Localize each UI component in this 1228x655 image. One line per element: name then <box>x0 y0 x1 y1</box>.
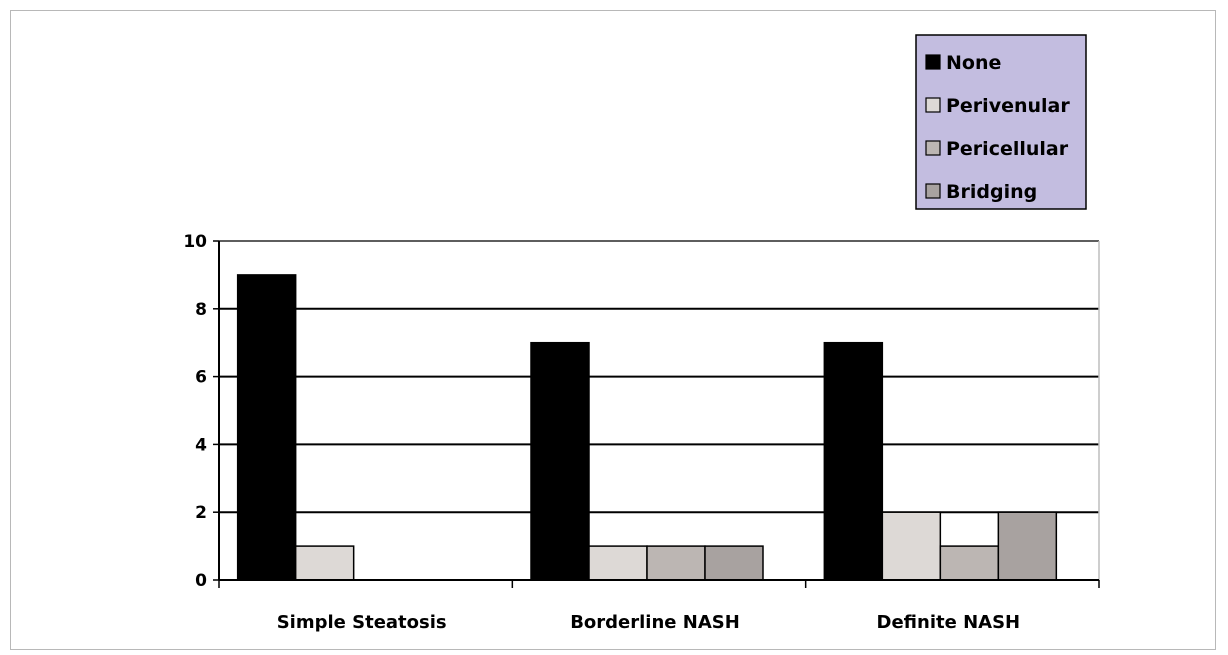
legend-box <box>915 34 1087 210</box>
bar-pericellular-2 <box>939 545 1000 581</box>
legend-label-pericellular: Pericellular <box>946 138 1069 160</box>
bar-perivenular-0 <box>294 545 355 581</box>
bar-chart: 0 2 4 6 8 10 Simple Steatosis Borderline NASH D… <box>183 34 1100 633</box>
y-tick-label: 2 <box>195 503 207 523</box>
chart-frame: 0 2 4 6 8 10 Simple Steatosis Borderline NASH D… <box>10 10 1216 650</box>
x-tick-label: Simple Steatosis <box>277 612 447 633</box>
x-tick-label: Borderline NASH <box>570 612 740 633</box>
y-tick-label: 0 <box>195 571 207 591</box>
bars <box>236 274 1058 581</box>
y-tick-label: 10 <box>183 232 207 252</box>
y-tick-label: 4 <box>195 435 207 455</box>
legend-swatch-perivenular <box>925 97 941 113</box>
gridlines <box>219 240 1099 514</box>
x-tick-label: Definite NASH <box>877 612 1021 633</box>
axes <box>213 240 1100 588</box>
bar-bridging-1 <box>704 545 764 581</box>
bar-none-1 <box>530 341 590 581</box>
y-tick-label: 6 <box>195 368 207 388</box>
bar-none-0 <box>236 274 297 581</box>
y-tick-label: 8 <box>195 300 207 320</box>
bar-bridging-2 <box>997 511 1058 581</box>
legend-swatch-none <box>925 54 941 70</box>
legend-label-none: None <box>946 52 1001 74</box>
legend-swatch-bridging <box>925 183 941 199</box>
x-tick-labels: Simple Steatosis Borderline NASH Definite … <box>277 612 1020 633</box>
y-tick-labels: 0 2 4 6 8 10 <box>183 232 207 591</box>
legend-swatch-pericellular <box>925 140 941 156</box>
legend: None Perivenular Pericellular Bridging <box>915 34 1087 210</box>
bar-perivenular-1 <box>588 545 648 581</box>
legend-label-perivenular: Perivenular <box>946 95 1070 117</box>
bar-none-2 <box>823 341 884 581</box>
bar-pericellular-1 <box>646 545 706 581</box>
bar-perivenular-2 <box>881 511 942 581</box>
legend-label-bridging: Bridging <box>946 181 1037 203</box>
